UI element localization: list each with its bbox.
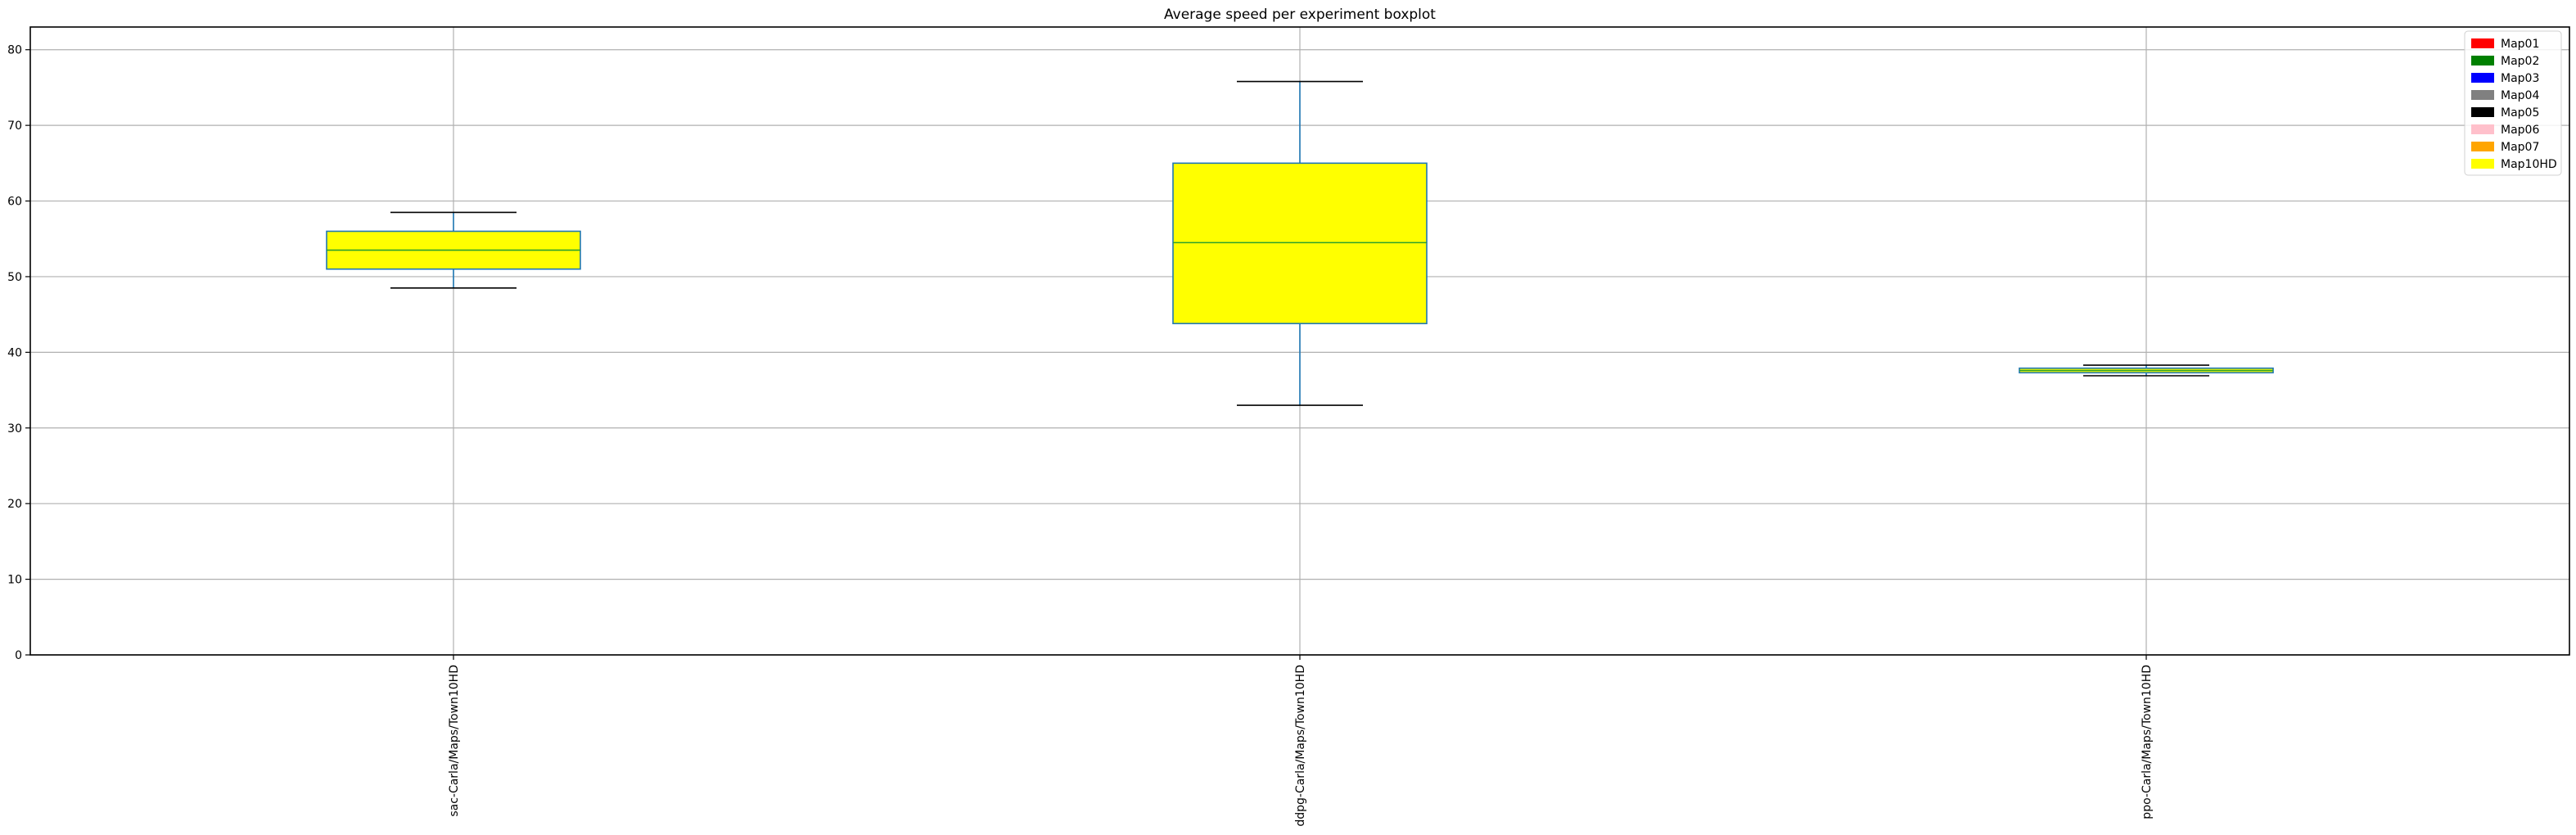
y-tick-label: 30 (7, 422, 22, 436)
legend: Map01 Map02 Map03 Map04 Map05 Map06 Map07 Map10… (2464, 30, 2562, 176)
x-tick-label: ppo-Carla/Maps/Town10HD (2141, 665, 2154, 819)
legend-swatch (2471, 90, 2494, 100)
box-group (326, 211, 581, 289)
box-group (2019, 364, 2274, 377)
legend-label: Map07 (2501, 141, 2539, 154)
legend-label: Map06 (2501, 124, 2539, 137)
legend-label: Map05 (2501, 106, 2539, 120)
y-tick-label: 0 (15, 649, 22, 662)
legend-swatch (2471, 159, 2494, 169)
x-tick-label: ddpg-Carla/Maps/Town10HD (1294, 665, 1307, 827)
y-tick-label: 20 (7, 498, 22, 511)
legend-label: Map10HD (2501, 158, 2557, 171)
y-tick-label: 70 (7, 120, 22, 133)
boxes (326, 80, 2274, 406)
legend-label: Map03 (2501, 72, 2539, 85)
y-tick-label: 10 (7, 574, 22, 587)
y-tick-label: 50 (7, 271, 22, 284)
legend-swatch (2471, 56, 2494, 65)
legend-label: Map02 (2501, 55, 2539, 68)
y-axis-ticks: 0 10 20 30 40 50 60 70 80 (7, 44, 30, 662)
y-tick-label: 80 (7, 44, 22, 57)
legend-label: Map04 (2501, 89, 2539, 102)
legend-label: Map01 (2501, 38, 2539, 51)
x-axis-ticks: sac-Carla/Maps/Town10HD ddpg-Carla/Maps/T… (448, 655, 2154, 827)
legend-swatch (2471, 142, 2494, 151)
box-group (1172, 80, 1428, 406)
y-tick-label: 60 (7, 196, 22, 209)
box-iqr (1172, 162, 1428, 325)
legend-swatch (2471, 38, 2494, 48)
legend-swatch (2471, 107, 2494, 117)
legend-swatch (2471, 124, 2494, 134)
legend-frame (2464, 30, 2562, 176)
y-tick-label: 40 (7, 346, 22, 359)
legend-swatch (2471, 73, 2494, 83)
x-tick-label: sac-Carla/Maps/Town10HD (448, 665, 461, 817)
chart-title: Average speed per experiment boxplot (1164, 7, 1436, 23)
